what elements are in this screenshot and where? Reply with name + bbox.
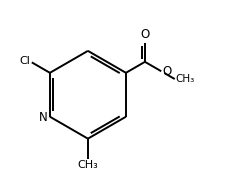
Text: N: N	[38, 111, 47, 124]
Text: O: O	[162, 65, 171, 78]
Text: O: O	[140, 28, 149, 41]
Text: Cl: Cl	[19, 56, 30, 66]
Text: CH₃: CH₃	[77, 160, 98, 170]
Text: CH₃: CH₃	[175, 74, 194, 84]
